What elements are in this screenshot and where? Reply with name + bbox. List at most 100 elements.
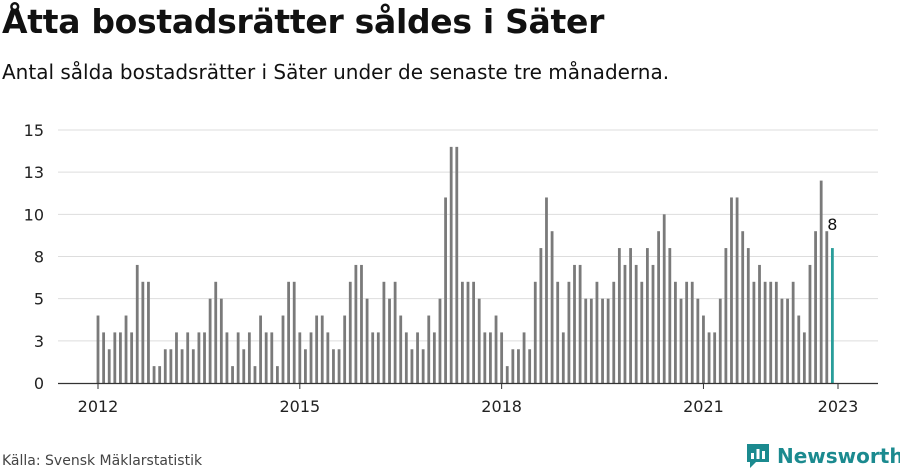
bar-highlight bbox=[830, 248, 834, 383]
bar bbox=[191, 349, 195, 383]
bar bbox=[135, 264, 139, 383]
bar bbox=[668, 248, 672, 383]
bar bbox=[584, 298, 588, 383]
bar bbox=[690, 281, 694, 383]
bar bbox=[730, 197, 733, 383]
bar bbox=[147, 281, 150, 383]
bar bbox=[449, 146, 453, 383]
bar bbox=[152, 366, 156, 383]
bar bbox=[444, 197, 447, 383]
brand-name: Newsworthy bbox=[777, 444, 900, 468]
bar bbox=[539, 248, 543, 383]
bar bbox=[382, 281, 386, 383]
x-axis-ticks: 2012 2015 2018 2021 2023 bbox=[78, 383, 859, 416]
bar bbox=[601, 298, 604, 383]
bar bbox=[645, 248, 649, 383]
bar bbox=[713, 332, 717, 383]
bar bbox=[326, 332, 330, 383]
bar bbox=[567, 281, 571, 383]
bar bbox=[388, 298, 391, 383]
bar bbox=[163, 349, 167, 383]
bar bbox=[421, 349, 425, 383]
bar bbox=[214, 281, 218, 383]
bar bbox=[746, 248, 750, 383]
bar bbox=[292, 281, 296, 383]
bar bbox=[360, 264, 363, 383]
bar bbox=[500, 332, 504, 383]
bar bbox=[304, 349, 307, 383]
bar bbox=[225, 332, 229, 383]
bar bbox=[528, 349, 532, 383]
y-axis-ticks: 0 3 5 8 10 13 15 bbox=[24, 121, 44, 393]
bar bbox=[612, 281, 616, 383]
y-tick-label: 15 bbox=[24, 121, 44, 140]
bar bbox=[769, 281, 773, 383]
bar bbox=[545, 197, 548, 383]
data-labels: 8 bbox=[827, 215, 837, 234]
bar bbox=[651, 264, 655, 383]
x-tick-label: 2015 bbox=[279, 397, 320, 416]
bar bbox=[472, 281, 476, 383]
bar bbox=[113, 332, 117, 383]
bar bbox=[707, 332, 711, 383]
bar bbox=[124, 315, 128, 383]
bar bbox=[259, 315, 262, 383]
bar bbox=[264, 332, 268, 383]
bar bbox=[275, 366, 279, 383]
bars bbox=[96, 146, 834, 383]
bar bbox=[763, 281, 767, 383]
bar bbox=[371, 332, 375, 383]
bar bbox=[533, 281, 537, 383]
bar bbox=[281, 315, 285, 383]
bar bbox=[416, 332, 419, 383]
bar bbox=[550, 231, 554, 383]
bar bbox=[477, 298, 481, 383]
bar bbox=[169, 349, 173, 383]
bar bbox=[158, 366, 162, 383]
bar bbox=[802, 332, 806, 383]
x-tick-label: 2023 bbox=[818, 397, 859, 416]
bar bbox=[175, 332, 178, 383]
bar bbox=[595, 281, 599, 383]
bar bbox=[780, 298, 784, 383]
bar bbox=[455, 146, 459, 383]
y-tick-label: 13 bbox=[24, 163, 44, 182]
bar bbox=[662, 214, 666, 383]
x-tick-label: 2012 bbox=[78, 397, 119, 416]
y-tick-label: 0 bbox=[34, 374, 44, 393]
brand[interactable]: Newsworthy bbox=[745, 442, 900, 470]
bar bbox=[573, 264, 576, 383]
newsworthy-logo-icon bbox=[747, 444, 769, 468]
bar bbox=[332, 349, 335, 383]
bar bbox=[247, 332, 251, 383]
source-note: Källa: Svensk Mäklarstatistik bbox=[2, 453, 203, 469]
bar bbox=[797, 315, 801, 383]
bar bbox=[320, 315, 324, 383]
bar bbox=[427, 315, 431, 383]
bar bbox=[561, 332, 565, 383]
bar bbox=[399, 315, 403, 383]
bar bbox=[337, 349, 341, 383]
bar bbox=[298, 332, 302, 383]
bar bbox=[724, 248, 728, 383]
bar bbox=[578, 264, 582, 383]
highlight-value-label: 8 bbox=[827, 215, 837, 234]
y-tick-label: 8 bbox=[34, 248, 44, 267]
bar bbox=[696, 298, 700, 383]
bar bbox=[657, 231, 661, 383]
bar bbox=[718, 298, 722, 383]
bar bbox=[589, 298, 593, 383]
bar bbox=[786, 298, 789, 383]
bar bbox=[819, 180, 823, 383]
bar bbox=[197, 332, 201, 383]
bar bbox=[354, 264, 358, 383]
bar bbox=[180, 349, 184, 383]
bar bbox=[186, 332, 190, 383]
bar bbox=[489, 332, 492, 383]
bar bbox=[674, 281, 677, 383]
bar bbox=[483, 332, 487, 383]
bar bbox=[825, 231, 829, 383]
bar bbox=[107, 349, 111, 383]
x-tick-label: 2021 bbox=[683, 397, 724, 416]
